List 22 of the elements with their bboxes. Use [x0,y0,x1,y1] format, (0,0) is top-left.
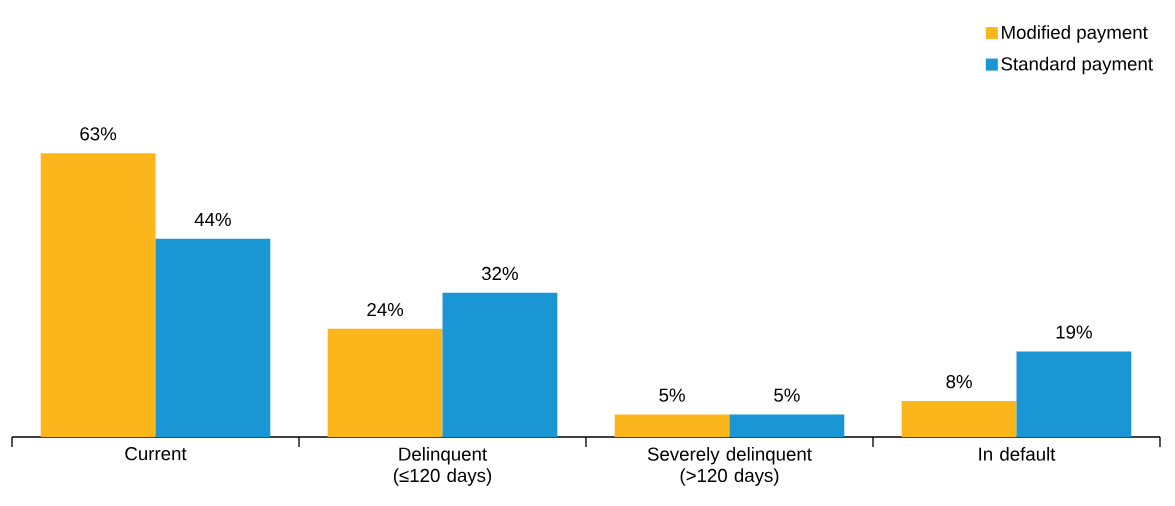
bar [327,328,443,437]
data-label: 44% [194,212,231,227]
data-label: 63% [80,127,117,141]
bar [1016,351,1132,437]
data-label: 32% [481,266,518,281]
x-tick-label: Current [125,447,187,461]
x-tick-label: Severely delinquent (>120 days) [647,447,812,486]
bar [40,153,156,437]
bar [729,414,845,437]
data-label: 8% [946,375,972,389]
legend-label: Standard payment [1001,56,1153,75]
bar [614,414,730,437]
data-label: 5% [774,388,800,402]
legend-label: Modified payment [1002,25,1148,43]
bar [442,292,558,437]
x-tick-label: Delinquent (≤120 days) [393,447,492,486]
bar [155,238,271,437]
data-label: 5% [659,388,685,402]
bar [901,400,1017,437]
data-label: 24% [367,302,404,317]
data-label: 19% [1056,325,1092,339]
x-tick-label: In default [979,447,1056,461]
